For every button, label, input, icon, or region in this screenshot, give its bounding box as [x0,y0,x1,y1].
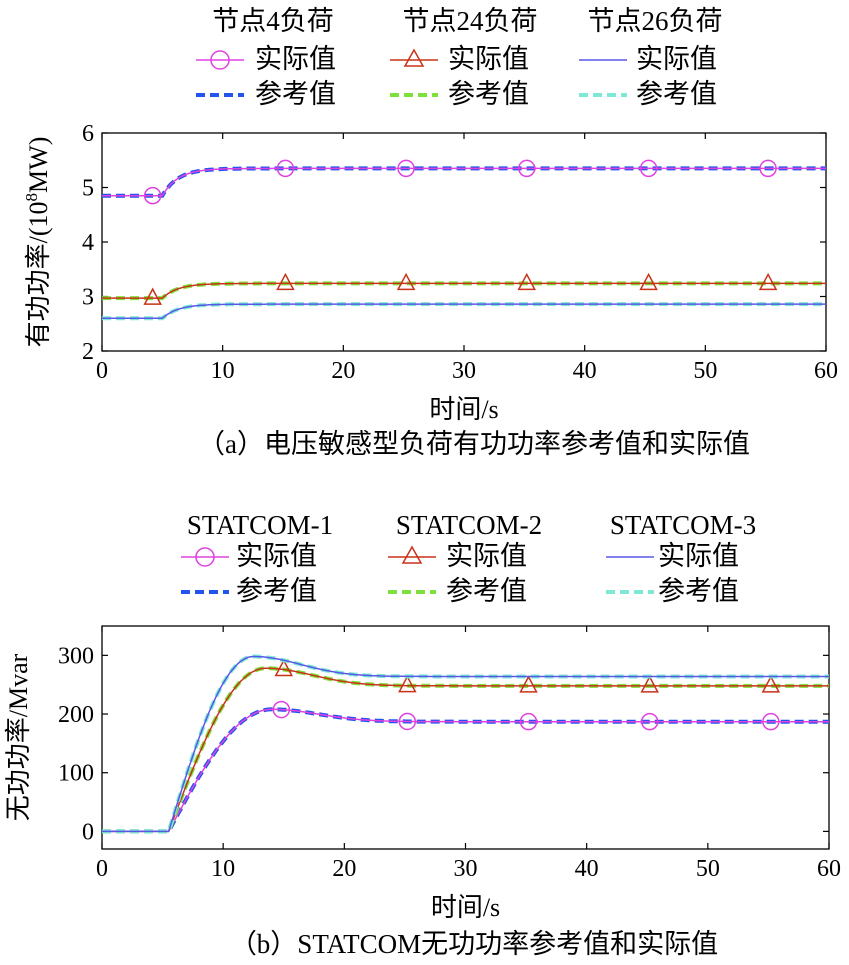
series-marker-circle [143,186,162,205]
legend-group-title: 节点26负荷 [588,6,723,36]
legend-reference-label: 参考值 [448,79,529,109]
legend-actual-label: 实际值 [636,44,717,74]
series-marker-triangle [398,675,417,693]
y-tick-label: 3 [82,285,94,311]
legend-group-title: STATCOM-3 [610,510,756,540]
series-marker-triangle [640,675,659,693]
series-marker-circle [276,159,295,178]
legend-group-title: 节点4负荷 [212,6,334,36]
series-marker-circle [640,712,659,731]
series-marker-triangle [758,272,778,291]
series-marker-triangle [639,272,658,291]
series-marker-circle [272,700,291,719]
series-actual-line [102,303,826,320]
x-tick-label: 30 [454,856,478,882]
series-reference-line [102,302,826,321]
legend-group-title: STATCOM-2 [396,510,542,540]
chart-panel-a: 0 10 20 30 40 50 60 2 3 4 5 6 时间/s 有功功率/(108MW) （a）电压敏… [22,6,838,459]
y-axis-label-tail: MW) [24,137,53,193]
y-tick-label: 2 [82,339,94,365]
legend-actual-label: 实际值 [446,541,527,571]
series-reference-line [102,666,829,834]
series-reference-line [102,166,826,198]
series-marker-circle [762,712,780,731]
x-tick-label: 40 [573,358,597,384]
series-actual-line [102,167,826,197]
legend-reference-label: 参考值 [236,576,317,606]
y-axis-label: 有功功率/(108MW) [22,137,53,348]
x-tick-label: 10 [211,358,235,384]
legend-reference-label: 参考值 [636,79,717,109]
figure-caption: （a）电压敏感型负荷有功功率参考值和实际值 [198,429,750,459]
series-marker-triangle [396,272,416,291]
x-tick-label: 0 [96,856,108,882]
series-actual-line [102,708,829,833]
series-actual-line [102,667,829,833]
x-axis-label: 时间/s [429,395,498,424]
series-marker-triangle [274,658,293,677]
series-actual-line [102,282,826,299]
series-actual-line [102,655,829,833]
series-marker-circle [397,159,415,178]
series-marker-circle [398,712,417,731]
y-tick-label: 6 [82,121,94,147]
y-tick-label: 300 [58,643,94,669]
series-marker-triangle [519,675,538,693]
x-tick-label: 20 [331,358,355,384]
x-tick-label: 20 [332,856,356,882]
x-tick-label: 10 [211,856,235,882]
legend-group-title: 节点24负荷 [403,6,538,36]
legend-reference-label: 参考值 [255,79,336,109]
chart-panel-b: 0 10 20 30 40 50 60 0 100 200 300 时间/s 无功功率/Mvar （b）S… [4,510,841,959]
y-tick-label: 0 [82,819,94,845]
legend-marker-triangle [403,48,425,67]
legend-marker-triangle [401,545,423,564]
series-marker-circle [639,159,658,178]
x-tick-label: 50 [693,358,717,384]
x-axis-label: 时间/s [431,893,500,922]
legend-actual-label: 实际值 [448,44,529,74]
figure-caption: （b）STATCOM无功功率参考值和实际值 [230,929,718,959]
plot-frame [101,132,827,352]
y-tick-label: 4 [82,230,94,256]
y-tick-label: 5 [82,176,94,202]
series-marker-triangle [143,287,162,305]
series-reference-line [102,654,829,834]
plot-frame [101,625,830,850]
y-axis-label: 无功功率/Mvar [4,653,33,821]
x-tick-label: 0 [96,358,108,384]
x-tick-label: 60 [817,856,841,882]
series-marker-circle [519,712,538,731]
series-marker-circle [759,159,777,178]
legend-actual-label: 实际值 [236,541,317,571]
legend-marker-circle [210,50,230,70]
x-tick-label: 50 [696,856,720,882]
x-tick-label: 60 [814,358,838,384]
y-axis-label-sup: 8 [22,193,41,202]
legend-actual-label: 实际值 [658,541,739,571]
legend-marker-circle [195,547,215,567]
y-axis-label-main: 有功功率/(10 [24,201,53,347]
series-marker-triangle [517,272,536,291]
series-marker-triangle [276,272,295,291]
y-tick-label: 100 [58,761,94,787]
x-tick-label: 40 [575,856,599,882]
series-marker-circle [517,159,536,178]
x-tick-label: 30 [452,358,476,384]
y-axis-label-main: 无功功率/Mvar [4,653,33,821]
series-marker-triangle [761,675,781,693]
legend-actual-label: 实际值 [255,44,336,74]
series-reference-line [102,281,826,301]
y-tick-label: 200 [58,702,94,728]
legend-reference-label: 参考值 [658,576,739,606]
legend-group-title: STATCOM-1 [187,510,333,540]
legend-reference-label: 参考值 [446,576,527,606]
